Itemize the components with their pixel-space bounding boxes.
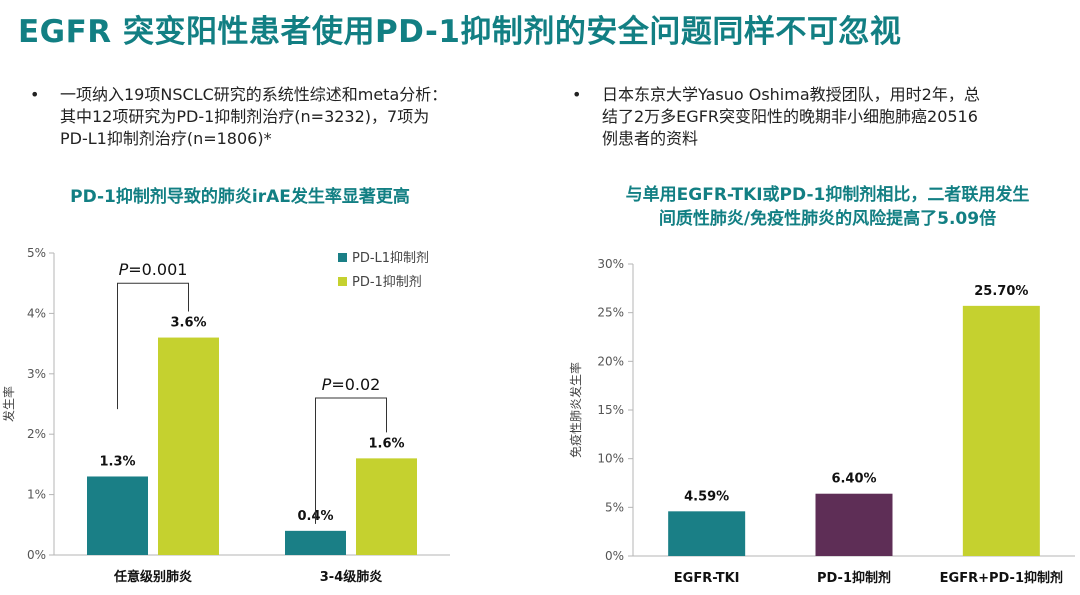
x-category-label: EGFR-TKI — [674, 571, 740, 586]
bullet-left-line-3: PD-L1抑制剂治疗(n=1806)* — [60, 129, 272, 148]
right-chart-subtitle-line-1: 与单用EGFR-TKI或PD-1抑制剂相比，二者联用发生 — [625, 185, 1030, 205]
bar-value-label: 25.70% — [974, 284, 1028, 299]
left-bar-chart: 0%1%2%3%4%5%发生率1.3%3.6%任意级别肺炎P=0.0010.4%… — [1, 246, 450, 585]
bar-2 — [815, 493, 893, 556]
bar-value-label: 1.6% — [368, 436, 404, 451]
x-category-label: EGFR+PD-1抑制剂 — [940, 570, 1063, 586]
y-axis-label: 发生率 — [1, 386, 16, 422]
bullet-right-text: 日本东京大学Yasuo Oshima教授团队，用时2年，总 结了2万多EGFR突… — [602, 84, 1080, 150]
p-value-number: =0.001 — [128, 260, 187, 279]
bullet-dot: • — [30, 85, 40, 104]
right-chart-subtitle-line-2: 间质性肺炎/免疫性肺炎的风险提高了5.09倍 — [658, 209, 997, 229]
bar-pd-l1-1 — [87, 476, 148, 555]
y-axis-label: 免疫性肺炎发生率 — [568, 362, 583, 458]
bullet-dot: • — [572, 85, 582, 104]
bullet-left-text: 一项纳入19项NSCLC研究的系统性综述和meta分析： 其中12项研究为PD-… — [60, 84, 550, 150]
y-tick-label: 30% — [597, 257, 624, 271]
bar-pd-1-2 — [356, 458, 417, 555]
bar-value-label: 4.59% — [684, 489, 729, 504]
legend-swatch — [338, 277, 347, 286]
y-tick-label: 5% — [27, 246, 46, 260]
bullet-left-line-2: 其中12项研究为PD-1抑制剂治疗(n=3232)，7项为 — [60, 107, 430, 126]
y-tick-label: 3% — [27, 367, 46, 381]
y-tick-label: 5% — [605, 500, 624, 514]
bar-value-label: 6.40% — [831, 472, 876, 487]
significance-bracket — [117, 282, 189, 410]
bullet-right-line-1: 日本东京大学Yasuo Oshima教授团队，用时2年，总 — [602, 85, 980, 104]
legend-label: PD-1抑制剂 — [352, 275, 422, 290]
p-value-label: P=0.001 — [119, 260, 188, 279]
bar-3 — [962, 305, 1040, 556]
bullet-right-line-2: 结了2万多EGFR突变阳性的晚期非小细胞肺癌20516 — [602, 107, 978, 126]
y-tick-label: 15% — [597, 403, 624, 417]
legend-label: PD-L1抑制剂 — [352, 251, 429, 266]
bar-value-label: 3.6% — [170, 316, 206, 331]
p-value-number: =0.02 — [331, 375, 380, 394]
p-value-italic: P — [322, 375, 332, 394]
y-tick-label: 2% — [27, 427, 46, 441]
p-value-label: P=0.02 — [322, 375, 381, 394]
y-tick-label: 10% — [597, 452, 624, 466]
x-category-label: 任意级别肺炎 — [113, 569, 192, 585]
y-tick-label: 25% — [597, 306, 624, 320]
right-bar-chart: 0% 5% 10% 15% 20% 25% 30% 免疫性肺炎发生率 4.59% EGFR-TKI… — [568, 257, 1075, 586]
bar-value-label: 1.3% — [99, 454, 135, 469]
y-tick-label: 4% — [27, 306, 46, 320]
p-value-italic: P — [119, 260, 129, 279]
bar-pd-1-1 — [158, 337, 219, 555]
bullet-right: • 日本东京大学Yasuo Oshima教授团队，用时2年，总 结了2万多EGF… — [572, 84, 1077, 154]
y-tick-label: 20% — [597, 354, 624, 368]
bar-pd-l1-2 — [285, 530, 346, 555]
x-category-label: 3-4级肺炎 — [320, 569, 383, 585]
y-tick-label: 1% — [27, 488, 46, 502]
y-tick-label: 0% — [605, 549, 624, 563]
left-chart-subtitle: PD-1抑制剂导致的肺炎irAE发生率显著更高 — [70, 187, 410, 207]
significance-bracket — [315, 397, 387, 524]
bullet-left: • 一项纳入19项NSCLC研究的系统性综述和meta分析： 其中12项研究为P… — [30, 84, 550, 154]
right-chart-subtitle: 与单用EGFR-TKI或PD-1抑制剂相比，二者联用发生 间质性肺炎/免疫性肺炎… — [575, 183, 1080, 231]
legend-swatch — [338, 253, 347, 262]
x-category-label: PD-1抑制剂 — [817, 570, 891, 586]
bullet-left-line-1: 一项纳入19项NSCLC研究的系统性综述和meta分析： — [60, 85, 448, 104]
y-tick-label: 0% — [27, 548, 46, 562]
page-title: EGFR 突变阳性患者使用PD-1抑制剂的安全问题同样不可忽视 — [18, 14, 902, 50]
bar-1 — [668, 511, 746, 556]
bullet-right-line-3: 例患者的资料 — [602, 129, 699, 148]
